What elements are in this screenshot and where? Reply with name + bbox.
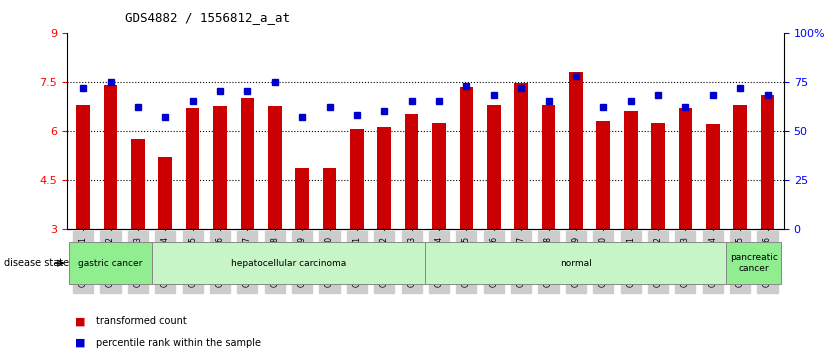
FancyBboxPatch shape xyxy=(152,242,425,285)
Text: gastric cancer: gastric cancer xyxy=(78,259,143,268)
Bar xyxy=(158,157,172,229)
Bar xyxy=(186,108,199,229)
Bar xyxy=(596,121,610,229)
FancyBboxPatch shape xyxy=(726,242,781,285)
Bar xyxy=(214,106,227,229)
Bar xyxy=(487,105,500,229)
Bar xyxy=(706,124,720,229)
Bar xyxy=(350,129,364,229)
Text: pancreatic
cancer: pancreatic cancer xyxy=(730,253,778,273)
Text: GDS4882 / 1556812_a_at: GDS4882 / 1556812_a_at xyxy=(125,11,290,24)
Bar xyxy=(624,111,637,229)
Bar xyxy=(569,72,583,229)
Text: normal: normal xyxy=(560,259,592,268)
Bar xyxy=(268,106,282,229)
FancyBboxPatch shape xyxy=(69,242,152,285)
Bar xyxy=(378,127,391,229)
Bar xyxy=(651,123,665,229)
Text: hepatocellular carcinoma: hepatocellular carcinoma xyxy=(231,259,346,268)
Bar xyxy=(432,123,446,229)
Bar xyxy=(295,168,309,229)
Bar xyxy=(733,105,747,229)
Bar xyxy=(240,98,254,229)
Text: disease state: disease state xyxy=(4,258,69,268)
Bar xyxy=(131,139,145,229)
Bar xyxy=(404,114,419,229)
Bar xyxy=(761,95,775,229)
Text: ■: ■ xyxy=(75,338,86,348)
Bar xyxy=(323,168,336,229)
Bar xyxy=(460,87,473,229)
Bar xyxy=(515,83,528,229)
Bar xyxy=(103,85,118,229)
Bar xyxy=(679,108,692,229)
FancyBboxPatch shape xyxy=(425,242,726,285)
Text: transformed count: transformed count xyxy=(96,316,187,326)
Text: percentile rank within the sample: percentile rank within the sample xyxy=(96,338,261,348)
Bar xyxy=(76,105,90,229)
Bar xyxy=(542,105,555,229)
Text: ■: ■ xyxy=(75,316,86,326)
